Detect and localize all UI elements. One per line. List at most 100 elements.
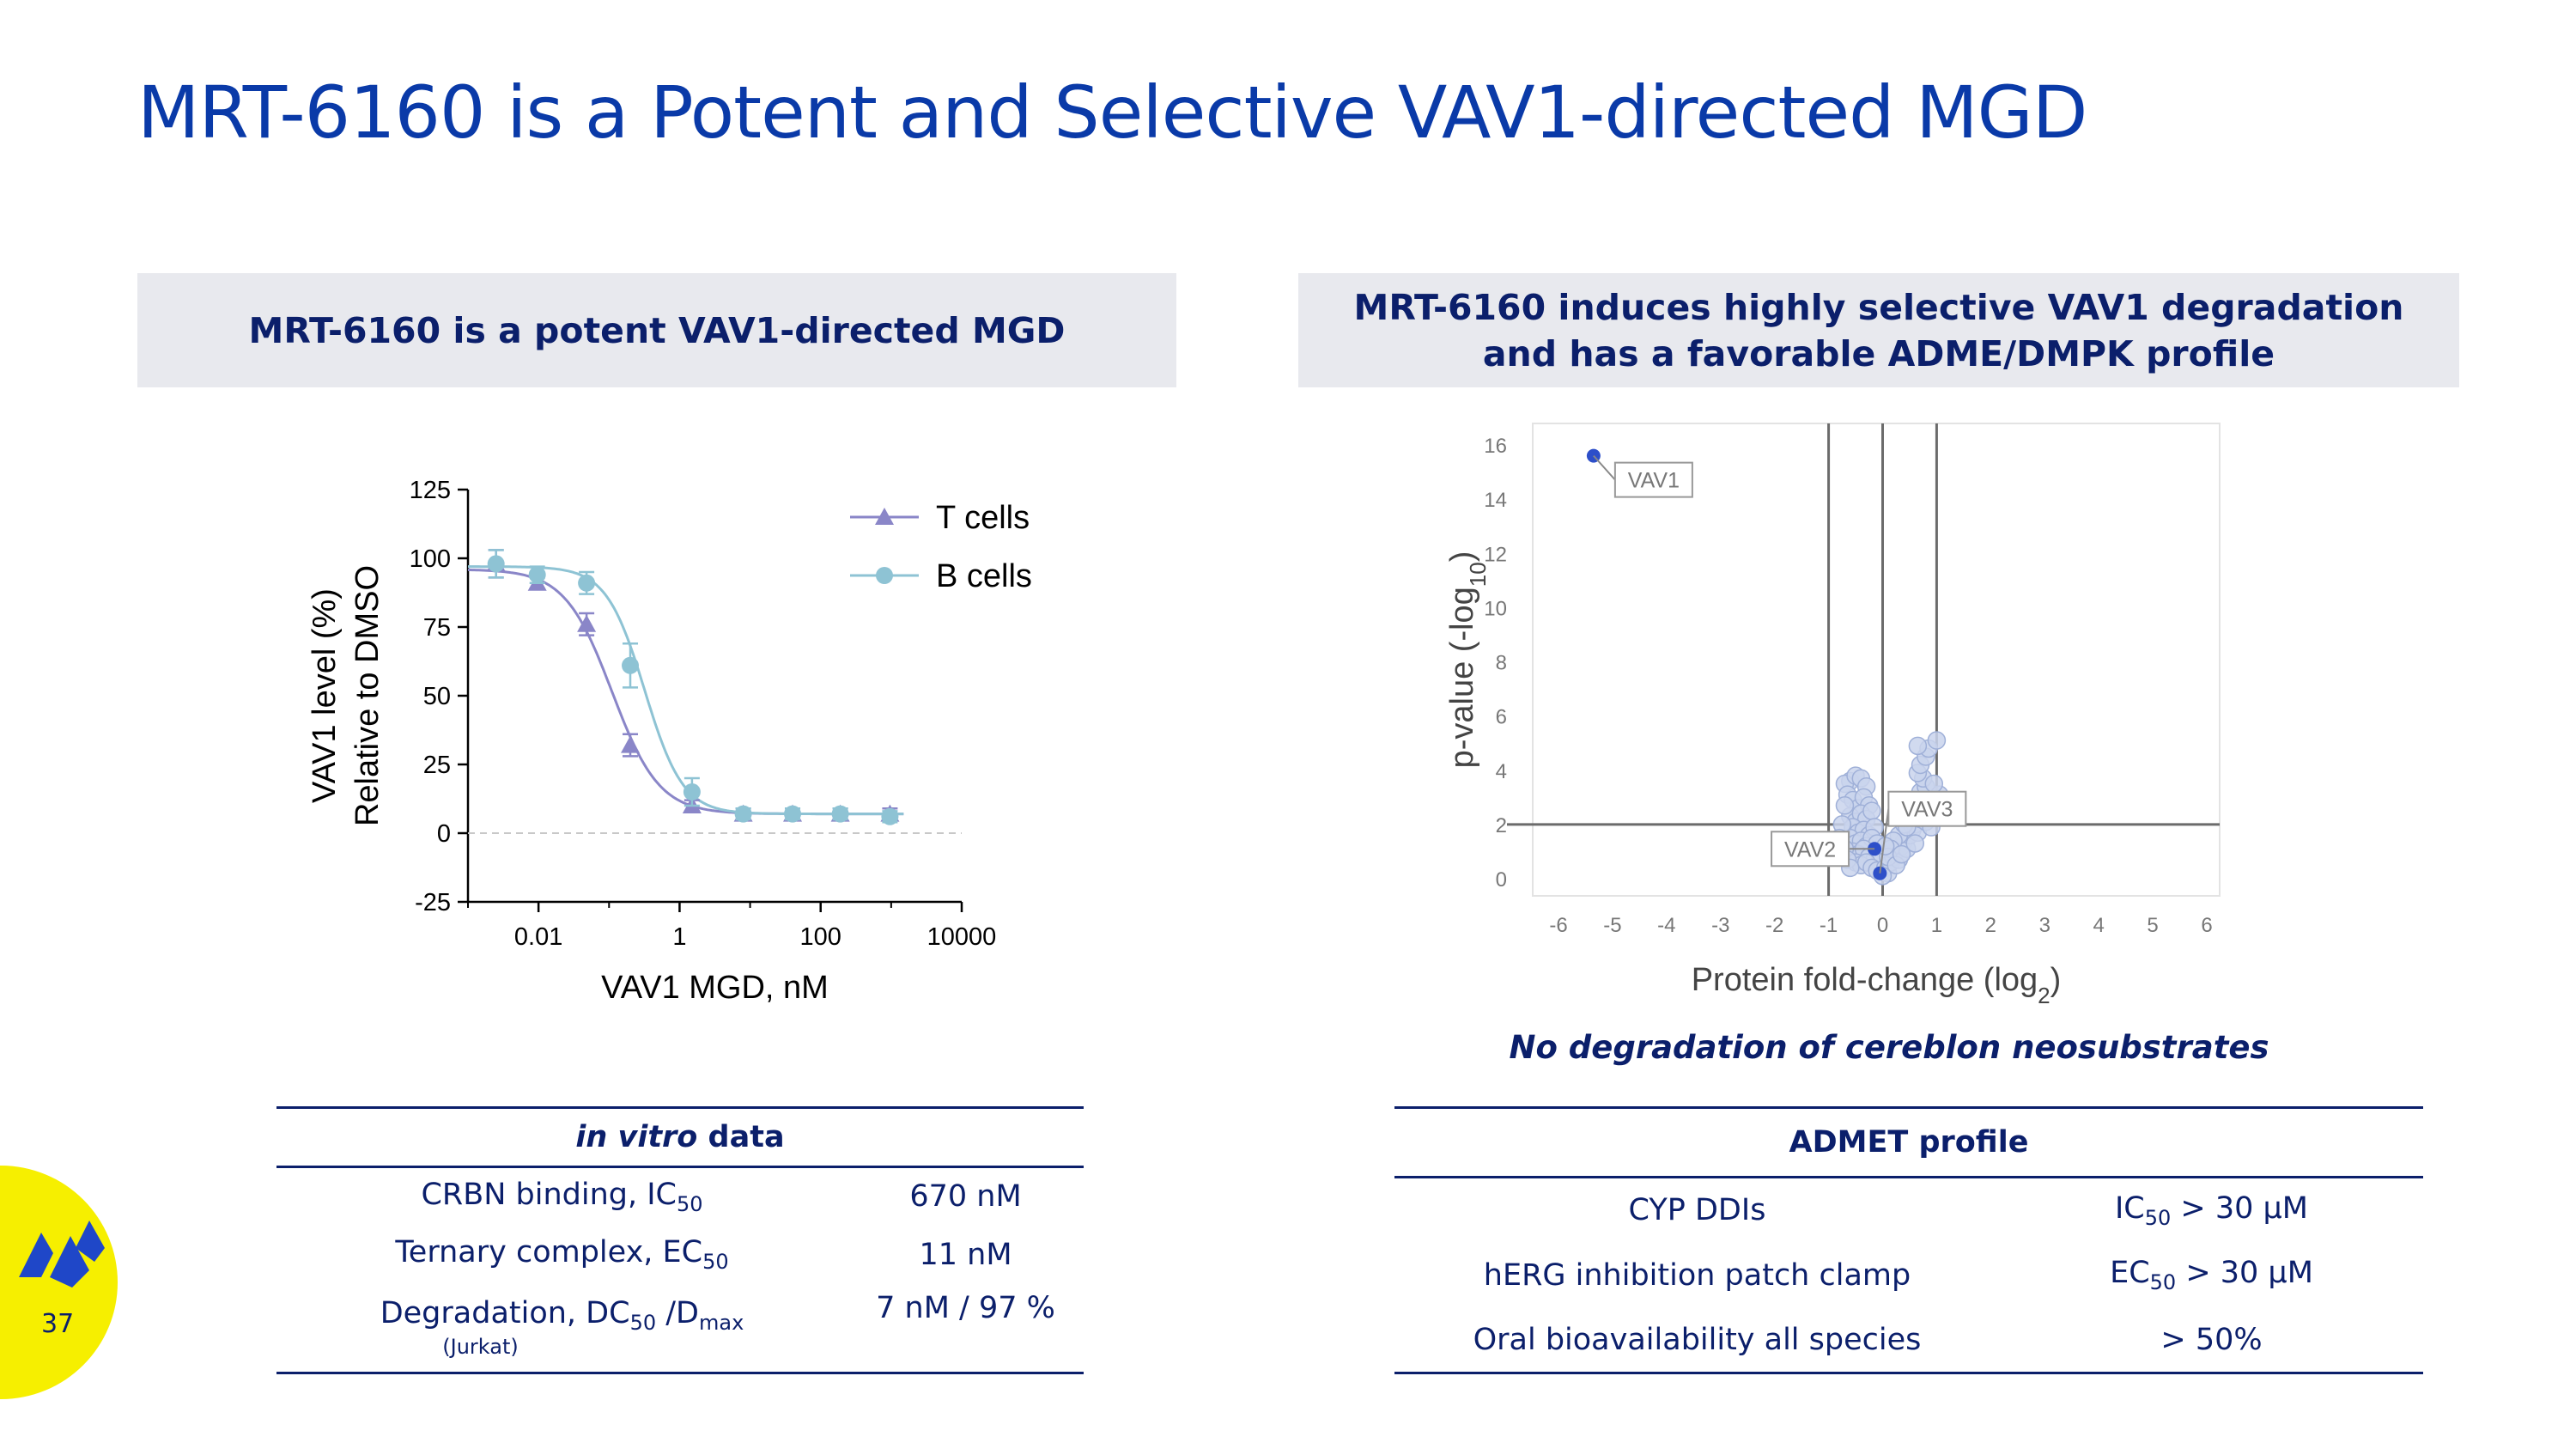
data-point-t-cells	[621, 735, 641, 753]
value-pre: EC	[2110, 1256, 2150, 1290]
row-label-sub: 50	[702, 1250, 729, 1274]
volcano-y-tick-label: 0	[1496, 868, 1507, 892]
dose-y-tick-label: 75	[423, 614, 451, 642]
volcano-y-axis-label: p-value (-log10)	[1444, 551, 1491, 769]
volcano-label-text: VAV1	[1628, 469, 1680, 493]
dose-axes: -25 0 25 50 75 100 125 0.01 1 100 10000 VAV1 MGD, n…	[307, 477, 996, 1006]
dose-x-tick-label: 0.01	[514, 923, 562, 951]
dose-y-tick-label: -25	[415, 889, 451, 916]
in-vitro-row-label: Ternary complex, EC50	[276, 1226, 848, 1284]
dose-response-chart: -25 0 25 50 75 100 125 0.01 1 100 10000 VAV1 MGD, n…	[307, 477, 1032, 1006]
table-row: Degradation, DC50 /Dmax (Jurkat) 7 nM / 9…	[276, 1283, 1084, 1374]
volcano-x-tick-label: -6	[1549, 914, 1567, 937]
volcano-point	[1927, 731, 1947, 750]
data-point-b-cells	[487, 555, 505, 573]
right-panel-header-line1: MRT-6160 induces highly selective VAV1 d…	[1353, 286, 2404, 328]
volcano-y-tick-label: 8	[1496, 652, 1507, 675]
dose-y-tick-label: 125	[410, 477, 451, 504]
legend-marker-t-cells	[875, 508, 894, 525]
row-label-text2: /D	[656, 1296, 699, 1331]
legend-marker-b-cells	[876, 567, 893, 584]
volcano-x-tick-label: 6	[2201, 914, 2212, 937]
admet-row-value: IC50 > 30 μM	[2000, 1178, 2423, 1243]
in-vitro-title-rest: data	[697, 1120, 785, 1154]
data-point-b-cells	[528, 566, 546, 584]
volcano-label-leader	[1879, 808, 1890, 874]
volcano-x-tick-label: 5	[2147, 914, 2158, 937]
left-panel-header: MRT-6160 is a potent VAV1-directed MGD	[137, 273, 1176, 387]
slide-title: MRT-6160 is a Potent and Selective VAV1-…	[137, 70, 2087, 155]
volcano-x-tick-label: 3	[2039, 914, 2050, 937]
volcano-point	[1892, 844, 1911, 864]
table-row: CRBN binding, IC50 670 nM	[276, 1167, 1084, 1226]
volcano-label-text: VAV2	[1784, 837, 1836, 861]
volcano-y-tick-label: 16	[1484, 435, 1507, 458]
admet-row-label: hERG inhibition patch clamp	[1483, 1257, 1911, 1293]
in-vitro-row-value: 11 nM	[919, 1237, 1012, 1272]
dose-y-tick-label: 50	[423, 683, 451, 710]
volcano-x-tick-label: 0	[1877, 914, 1888, 937]
in-vitro-table-title: in vitro data	[276, 1106, 1084, 1168]
volcano-x-tick-label: -4	[1657, 914, 1675, 937]
admet-table-title: ADMET profile	[1394, 1106, 2423, 1178]
dose-x-tick-label: 1	[672, 923, 686, 951]
dose-y-tick-label: 25	[423, 752, 451, 779]
volcano-point	[1862, 801, 1881, 820]
in-vitro-row-label: Degradation, DC50 /Dmax (Jurkat)	[276, 1283, 848, 1374]
volcano-point	[1835, 796, 1855, 815]
right-panel-header: MRT-6160 induces highly selective VAV1 d…	[1298, 273, 2459, 387]
in-vitro-row-label: CRBN binding, IC50	[276, 1167, 848, 1226]
dose-x-tick-label: 10000	[927, 923, 997, 951]
row-note: (Jurkat)	[442, 1335, 519, 1360]
in-vitro-title-italic: in vitro	[575, 1120, 698, 1154]
volcano-x-tick-label: 1	[1931, 914, 1942, 937]
admet-table-header-row: ADMET profile	[1394, 1106, 2423, 1178]
volcano-plot-border	[1532, 423, 2221, 897]
volcano-point	[1924, 774, 1944, 794]
dose-y-axis-label-line1: VAV1 level (%)	[307, 588, 343, 803]
volcano-y-tick-label: 6	[1496, 706, 1507, 729]
data-point-b-cells	[831, 805, 849, 823]
volcano-x-tick-label: 2	[1985, 914, 1996, 937]
dose-y-tick-label: 100	[410, 545, 451, 573]
row-label-sub: 50	[677, 1191, 703, 1216]
data-point-b-cells	[734, 805, 752, 823]
dose-x-tick-label: 100	[800, 923, 841, 951]
volcano-x-tick-label: -5	[1603, 914, 1621, 937]
data-point-b-cells	[622, 656, 640, 674]
fit-curve-b-cells	[468, 565, 904, 816]
company-logo-icon	[19, 1221, 105, 1288]
row-label-text: Ternary complex, EC	[395, 1235, 703, 1269]
volcano-label-box	[1771, 831, 1850, 868]
in-vitro-row-value: 7 nM / 97 %	[848, 1283, 1084, 1374]
table-row: Ternary complex, EC50 11 nM	[276, 1226, 1084, 1284]
value-post: > 50%	[2160, 1322, 2263, 1357]
volcano-x-tick-label: 4	[2093, 914, 2104, 937]
admet-row-value: EC50 > 30 μM	[2000, 1243, 2423, 1308]
right-panel-note: No degradation of cereblon neosubstrates	[1509, 1029, 2269, 1066]
volcano-label-text: VAV3	[1901, 798, 1953, 822]
table-row: Oral bioavailability all species > 50%	[1394, 1307, 2423, 1374]
volcano-x-axis-label: Protein fold-change (log2)	[1692, 962, 2062, 1008]
in-vitro-row-value: 670 nM	[909, 1179, 1022, 1215]
dose-y-axis-label-line2: Relative to DMSO	[349, 565, 386, 826]
admet-row-value: > 50%	[2000, 1307, 2423, 1374]
left-panel-header-text: MRT-6160 is a potent VAV1-directed MGD	[248, 309, 1066, 351]
volcano-point	[1905, 834, 1924, 853]
row-label-sub: 50	[629, 1311, 657, 1336]
dose-fit-curves	[467, 565, 904, 816]
page-number: 37	[41, 1309, 75, 1339]
dose-data-points	[486, 549, 900, 825]
dose-legend: T cells B cells	[850, 500, 1032, 594]
value-sub: 50	[2149, 1270, 2177, 1294]
in-vitro-table-header-row: in vitro data	[276, 1106, 1084, 1168]
volcano-y-tick-label: 14	[1484, 489, 1507, 512]
volcano-x-tick-label: -3	[1711, 914, 1729, 937]
dose-y-tick-label: 0	[437, 820, 451, 848]
data-point-b-cells	[578, 574, 596, 592]
value-post: > 30 μM	[2176, 1256, 2313, 1290]
volcano-x-tick-label: -2	[1765, 914, 1783, 937]
admet-row-label: CYP DDIs	[1628, 1193, 1766, 1228]
value-pre: IC	[2114, 1190, 2145, 1226]
